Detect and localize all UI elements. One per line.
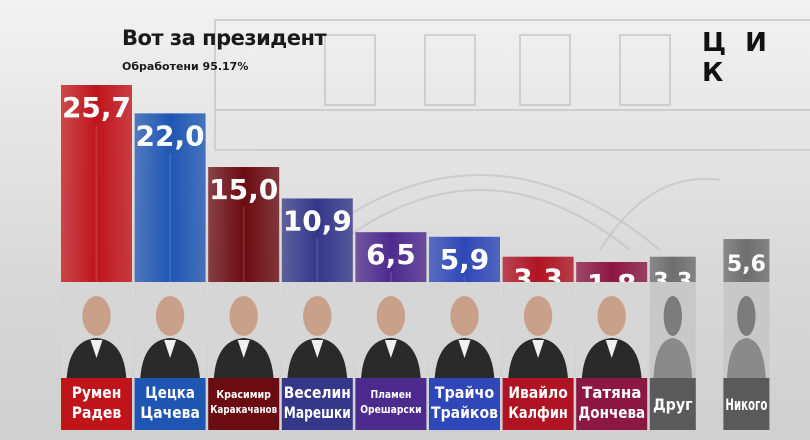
cik-logo: Ц И К xyxy=(702,28,772,88)
silhouette-icon xyxy=(653,296,693,378)
value-label: 5,6 xyxy=(727,252,766,277)
value-label: 15,0 xyxy=(209,173,278,206)
candidate-name: Радев xyxy=(72,403,122,422)
bar xyxy=(281,198,353,282)
candidate-name: Татяна xyxy=(582,383,642,402)
silhouette-icon xyxy=(727,296,766,378)
value-label: 25,7 xyxy=(62,91,131,124)
candidate-name: Трайков xyxy=(431,403,498,422)
person-icon xyxy=(213,296,274,378)
value-label: 5,9 xyxy=(440,243,490,276)
candidate-name: Румен xyxy=(72,383,122,402)
candidate-name: Ивайло xyxy=(508,383,568,402)
person-icon xyxy=(361,296,421,378)
bar xyxy=(429,236,500,282)
bar xyxy=(134,113,206,282)
candidate-name: Калфин xyxy=(508,403,568,422)
candidate-name: Красимир xyxy=(216,388,271,401)
candidate-name: Цачева xyxy=(140,403,200,422)
bar xyxy=(649,256,696,282)
person-icon xyxy=(508,296,568,378)
bar xyxy=(61,85,132,282)
name-plate xyxy=(723,378,770,430)
candidate-name: Каракачанов xyxy=(210,403,277,416)
bar xyxy=(208,167,280,282)
bar xyxy=(723,239,770,282)
name-plate xyxy=(576,378,648,430)
bar xyxy=(576,262,648,282)
value-label: 10,9 xyxy=(283,204,352,237)
bar xyxy=(355,232,427,282)
candidate-name: Веселин xyxy=(284,383,351,402)
candidate-name: Орешарски xyxy=(360,403,421,416)
name-plate xyxy=(61,378,132,430)
candidate-name: Марешки xyxy=(284,403,351,422)
candidate-name: Трайчо xyxy=(435,383,495,402)
name-plate xyxy=(429,378,500,430)
bar-column-2: 15,0 Красимир Каракачанов xyxy=(208,167,280,430)
person-icon xyxy=(287,296,348,378)
candidate-name: Дончева xyxy=(578,403,645,422)
bar-column-4: 6,5 Пламен Орешарски xyxy=(355,232,427,430)
bar-column-9: 5,6 Никого xyxy=(723,239,770,430)
person-icon xyxy=(581,296,642,378)
processed-percent: Обработени 95.17% xyxy=(122,60,249,73)
bar-column-8: 3,3Друг xyxy=(649,256,696,430)
person-icon xyxy=(66,296,127,378)
bar-column-7: 1,8ТатянаДончева xyxy=(576,262,648,430)
name-plate xyxy=(649,378,696,430)
name-plate xyxy=(355,378,427,430)
person-icon xyxy=(140,296,200,378)
name-plate xyxy=(134,378,206,430)
bar xyxy=(502,256,574,282)
person-icon xyxy=(434,296,495,378)
candidate-name: Пламен xyxy=(370,388,411,401)
candidate-name: Цецка xyxy=(145,383,195,402)
name-plate xyxy=(502,378,574,430)
page-title: Вот за президент xyxy=(122,26,327,50)
value-label: 6,5 xyxy=(366,238,416,271)
name-plate xyxy=(208,378,280,430)
candidate-name: Друг xyxy=(653,395,693,414)
name-plate xyxy=(281,378,353,430)
candidate-name: Никого xyxy=(725,395,767,414)
value-label: 22,0 xyxy=(136,119,205,152)
